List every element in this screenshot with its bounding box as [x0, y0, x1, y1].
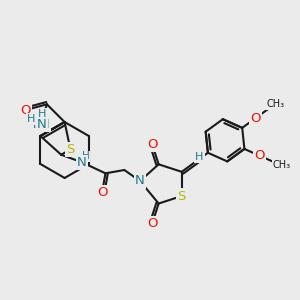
Text: CH₃: CH₃ — [266, 99, 284, 109]
Text: O: O — [147, 138, 158, 151]
Text: S: S — [66, 143, 75, 156]
Text: CH₃: CH₃ — [272, 160, 291, 170]
Text: H: H — [39, 111, 47, 121]
Text: N: N — [77, 156, 87, 169]
Text: H: H — [27, 114, 35, 124]
Text: O: O — [250, 112, 261, 125]
Text: O: O — [20, 103, 31, 116]
Text: O: O — [98, 186, 108, 199]
Text: H: H — [82, 152, 89, 161]
Text: S: S — [178, 190, 186, 202]
Text: O: O — [254, 149, 265, 162]
Text: H: H — [195, 152, 204, 162]
Text: NH: NH — [33, 118, 50, 131]
Text: N: N — [37, 118, 46, 131]
Text: O: O — [147, 217, 158, 230]
Text: N: N — [135, 175, 145, 188]
Text: H: H — [38, 109, 46, 119]
